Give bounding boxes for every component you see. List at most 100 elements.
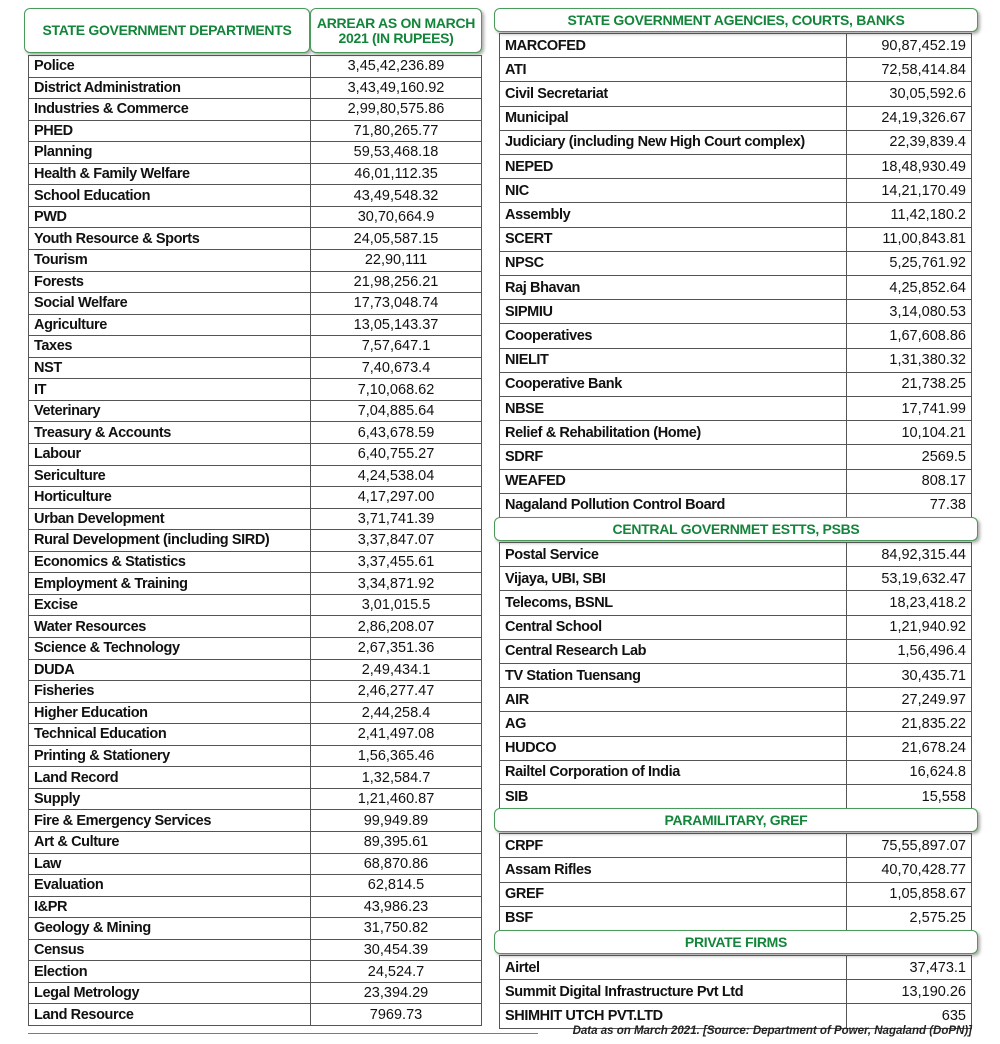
row-value: 23,394.29 xyxy=(310,981,482,1005)
row-value: 1,32,584.7 xyxy=(310,766,482,789)
row-label: Central School xyxy=(499,614,847,640)
row-value: 22,90,111 xyxy=(310,249,482,272)
row-label: TV Station Tuensang xyxy=(499,663,847,689)
row-value: 16,624.8 xyxy=(846,759,972,785)
row-label: Art & Culture xyxy=(28,831,311,854)
row-label: AG xyxy=(499,711,847,737)
row-label: SCERT xyxy=(499,226,847,252)
row-value: 2,99,80,575.86 xyxy=(310,98,482,121)
row-label: Telecoms, BSNL xyxy=(499,590,847,616)
footer-rule xyxy=(28,1033,538,1034)
row-label: CRPF xyxy=(499,833,847,859)
row-value: 14,21,170.49 xyxy=(846,178,972,204)
row-label: Nagaland Pollution Control Board xyxy=(499,492,847,518)
section-header: STATE GOVERNMENT AGENCIES, COURTS, BANKS xyxy=(494,8,978,32)
row-label: Cooperatives xyxy=(499,323,847,349)
row-value: 3,01,015.5 xyxy=(310,593,482,617)
row-value: 2,44,258.4 xyxy=(310,701,482,725)
row-value: 77.38 xyxy=(846,492,972,518)
row-value: 30,435.71 xyxy=(846,663,972,689)
row-label: NPSC xyxy=(499,250,847,276)
row-value: 46,01,112.35 xyxy=(310,162,482,186)
row-value: 11,42,180.2 xyxy=(846,202,972,228)
row-value: 4,25,852.64 xyxy=(846,275,972,301)
row-label: Tourism xyxy=(28,249,311,272)
row-label: GREF xyxy=(499,881,847,907)
row-value: 3,37,455.61 xyxy=(310,550,482,574)
row-label: Fire & Emergency Services xyxy=(28,809,311,832)
row-value: 62,814.5 xyxy=(310,874,482,897)
row-value: 21,678.24 xyxy=(846,735,972,761)
row-label: I&PR xyxy=(28,895,311,919)
row-value: 37,473.1 xyxy=(846,955,972,981)
row-label: Assam Rifles xyxy=(499,857,847,883)
section-header: PRIVATE FIRMS xyxy=(494,930,978,954)
row-value: 3,37,847.07 xyxy=(310,529,482,552)
row-label: SDRF xyxy=(499,444,847,470)
row-value: 5,25,761.92 xyxy=(846,250,972,276)
row-label: Printing & Stationery xyxy=(28,744,311,768)
row-value: 84,92,315.44 xyxy=(846,542,972,568)
row-value: 43,49,548.32 xyxy=(310,184,482,207)
row-value: 72,58,414.84 xyxy=(846,57,972,83)
row-value: 4,17,297.00 xyxy=(310,486,482,509)
row-value: 7,40,673.4 xyxy=(310,356,482,380)
row-value: 21,835.22 xyxy=(846,711,972,737)
row-value: 635 xyxy=(846,1003,972,1029)
row-label: Water Resources xyxy=(28,615,311,638)
row-value: 2,46,277.47 xyxy=(310,680,482,703)
row-value: 31,750.82 xyxy=(310,917,482,940)
row-value: 4,24,538.04 xyxy=(310,464,482,488)
row-label: Urban Development xyxy=(28,507,311,531)
row-label: BSF xyxy=(499,905,847,931)
row-label: Science & Technology xyxy=(28,637,311,660)
row-value: 6,40,755.27 xyxy=(310,443,482,466)
row-label: Agriculture xyxy=(28,313,311,337)
row-value: 1,56,365.46 xyxy=(310,744,482,768)
row-value: 2,86,208.07 xyxy=(310,615,482,638)
row-value: 6,43,678.59 xyxy=(310,421,482,444)
row-value: 43,986.23 xyxy=(310,895,482,919)
row-value: 53,19,632.47 xyxy=(846,566,972,592)
row-label: Judiciary (including New High Court comp… xyxy=(499,129,847,155)
row-value: 40,70,428.77 xyxy=(846,857,972,883)
row-label: Airtel xyxy=(499,955,847,981)
row-label: HUDCO xyxy=(499,735,847,761)
row-value: 2569.5 xyxy=(846,444,972,470)
row-label: Labour xyxy=(28,443,311,466)
row-label: Summit Digital Infrastructure Pvt Ltd xyxy=(499,979,847,1005)
row-label: WEAFED xyxy=(499,468,847,494)
row-value: 1,05,858.67 xyxy=(846,881,972,907)
row-label: Forests xyxy=(28,270,311,294)
row-value: 2,41,497.08 xyxy=(310,723,482,746)
row-value: 21,98,256.21 xyxy=(310,270,482,294)
row-label: Economics & Statistics xyxy=(28,550,311,574)
row-value: 13,190.26 xyxy=(846,979,972,1005)
row-value: 21,738.25 xyxy=(846,371,972,397)
row-value: 27,249.97 xyxy=(846,687,972,713)
row-label: Higher Education xyxy=(28,701,311,725)
row-label: Postal Service xyxy=(499,542,847,568)
row-value: 17,73,048.74 xyxy=(310,292,482,315)
row-label: NIC xyxy=(499,178,847,204)
row-value: 7969.73 xyxy=(310,1003,482,1026)
row-value: 3,43,49,160.92 xyxy=(310,76,482,100)
row-value: 22,39,839.4 xyxy=(846,129,972,155)
row-value: 68,870.86 xyxy=(310,852,482,876)
row-label: Civil Secretariat xyxy=(499,81,847,107)
row-label: Raj Bhavan xyxy=(499,275,847,301)
row-value: 808.17 xyxy=(846,468,972,494)
row-label: Planning xyxy=(28,141,311,164)
row-value: 75,55,897.07 xyxy=(846,833,972,859)
row-label: Technical Education xyxy=(28,723,311,746)
row-value: 30,70,664.9 xyxy=(310,205,482,229)
row-label: NEPED xyxy=(499,154,847,180)
row-label: Social Welfare xyxy=(28,292,311,315)
row-label: Evaluation xyxy=(28,874,311,897)
column-header: STATE GOVERNMENT DEPARTMENTS xyxy=(24,8,310,53)
row-value: 13,05,143.37 xyxy=(310,313,482,337)
row-label: Rural Development (including SIRD) xyxy=(28,529,311,552)
row-label: Treasury & Accounts xyxy=(28,421,311,444)
row-value: 71,80,265.77 xyxy=(310,119,482,143)
